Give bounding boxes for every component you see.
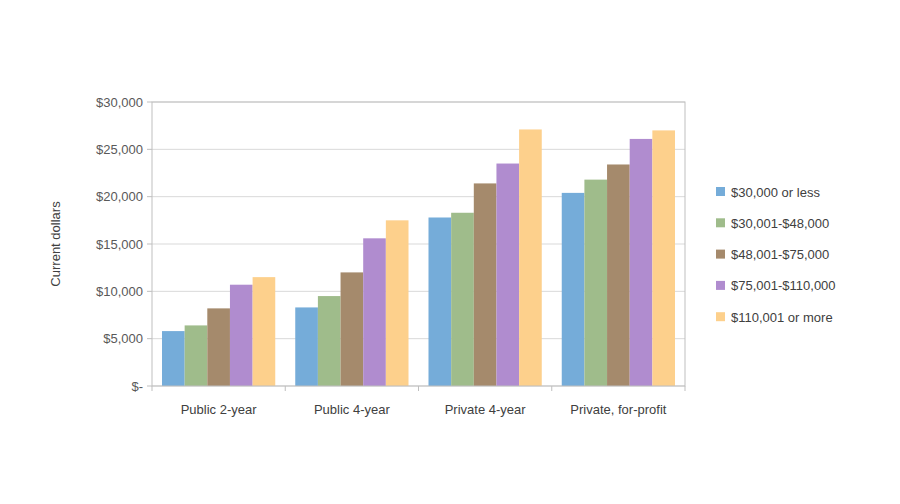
legend-label: $110,001 or more: [731, 310, 833, 325]
legend-label: $30,000 or less: [731, 185, 820, 200]
bar: [318, 296, 341, 386]
x-tick-label: Public 2-year: [181, 402, 258, 417]
bar: [496, 164, 519, 386]
x-tick-label: Private 4-year: [445, 402, 527, 417]
bar: [386, 220, 409, 386]
legend: $30,000 or less $30,001-$48,000 $48,001-$7…: [716, 185, 836, 325]
bar: [451, 213, 474, 386]
y-axis-label: Current dollars: [48, 201, 63, 287]
x-boundary-tick: [685, 386, 686, 391]
bar: [295, 307, 318, 386]
y-tick: [147, 244, 152, 245]
bar: [207, 308, 230, 386]
y-tick: [147, 291, 152, 292]
legend-label: $48,001-$75,000: [731, 247, 829, 262]
x-boundary-tick: [551, 386, 552, 391]
y-tick: [147, 149, 152, 150]
grid-line: [152, 149, 685, 150]
y-tick-label: $25,000: [96, 142, 143, 157]
y-tick-label: $30,000: [96, 95, 143, 110]
chart-container: $- $5,000 $10,000 $15,000 $20,000 $25,000 $30,…: [0, 0, 900, 504]
legend-swatch: [716, 187, 725, 196]
y-tick-label: $5,000: [103, 331, 143, 346]
x-boundary-tick: [152, 386, 153, 391]
bar: [607, 164, 630, 386]
x-tick-label: Private, for-profit: [570, 402, 666, 417]
bar: [630, 139, 653, 386]
bar: [230, 285, 253, 386]
y-tick-label: $-: [131, 379, 143, 394]
bar: [519, 129, 542, 386]
bar: [652, 130, 675, 386]
y-tick: [147, 386, 152, 387]
legend-label: $75,001-$110,000: [731, 278, 836, 293]
legend-swatch: [716, 218, 725, 227]
bar: [253, 277, 276, 386]
y-tick: [147, 102, 152, 103]
bar: [341, 272, 364, 386]
y-tick-label: $20,000: [96, 189, 143, 204]
bar: [562, 193, 585, 386]
x-boundary-tick: [285, 386, 286, 391]
legend-label: $30,001-$48,000: [731, 216, 829, 231]
legend-swatch: [716, 312, 725, 321]
y-tick: [147, 196, 152, 197]
bar: [474, 183, 497, 386]
bar: [162, 331, 185, 386]
legend-swatch: [716, 250, 725, 259]
bar: [584, 180, 607, 386]
y-tick-label: $15,000: [96, 237, 143, 252]
grid: [147, 102, 685, 386]
bar: [363, 238, 386, 386]
plot-frame: [152, 102, 685, 386]
y-tick: [147, 338, 152, 339]
x-tick-label: Public 4-year: [314, 402, 391, 417]
x-boundary-tick: [418, 386, 419, 391]
chart-svg: $- $5,000 $10,000 $15,000 $20,000 $25,000 $30,…: [0, 0, 900, 504]
y-tick-label: $10,000: [96, 284, 143, 299]
bar: [185, 325, 208, 386]
bars: [162, 129, 675, 386]
bar: [429, 217, 452, 386]
legend-swatch: [716, 281, 725, 290]
